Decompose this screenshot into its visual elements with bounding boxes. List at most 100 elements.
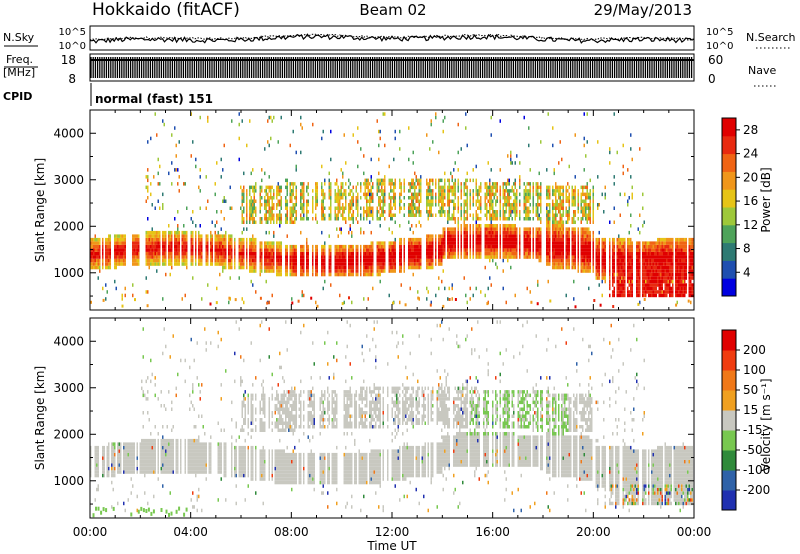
- power-cell: [357, 258, 359, 263]
- power-cell: [466, 192, 468, 197]
- power-cell: [654, 248, 656, 252]
- power-cell: [624, 293, 626, 298]
- power-cell: [379, 265, 381, 270]
- power-cell: [514, 227, 516, 231]
- power-cell: [490, 168, 492, 172]
- power-cell: [595, 276, 597, 280]
- power-cell: [528, 182, 530, 186]
- power-cell: [463, 210, 465, 214]
- power-cell: [295, 258, 297, 263]
- power-cell: [306, 217, 308, 221]
- power-cell: [342, 213, 344, 217]
- power-cell: [231, 244, 233, 249]
- power-cell: [523, 203, 525, 207]
- power-cell: [322, 199, 324, 203]
- power-cell: [451, 255, 453, 259]
- power-cell: [195, 244, 197, 249]
- power-cell: [523, 199, 525, 203]
- power-cell: [585, 251, 587, 256]
- power-cell: [505, 234, 507, 238]
- power-cell: [253, 199, 255, 203]
- power-cell: [364, 262, 366, 266]
- power-cell: [637, 255, 639, 259]
- power-cell: [457, 227, 459, 231]
- power-cell: [574, 241, 576, 245]
- power-cell: [186, 230, 188, 235]
- power-cell: [442, 234, 444, 238]
- power-cell: [268, 217, 270, 221]
- power-cell: [495, 189, 497, 193]
- power-cell: [403, 206, 405, 210]
- power-cell: [252, 269, 254, 273]
- power-cell: [222, 168, 224, 172]
- power-cell: [660, 255, 662, 259]
- power-cell: [286, 265, 288, 270]
- power-cell: [399, 262, 401, 266]
- power-cell: [472, 189, 474, 193]
- power-cell: [201, 248, 203, 252]
- power-cell: [294, 258, 296, 263]
- power-cell: [154, 251, 156, 256]
- power-cell: [210, 234, 212, 238]
- power-cell: [661, 290, 663, 294]
- power-cell: [97, 265, 99, 270]
- power-cell: [345, 220, 347, 224]
- power-cell: [295, 255, 297, 259]
- power-cell: [388, 206, 390, 210]
- power-cell: [444, 227, 446, 231]
- power-cell: [618, 241, 620, 245]
- power-cell: [145, 185, 147, 190]
- power-cell: [604, 255, 606, 259]
- power-cell: [658, 290, 660, 294]
- power-cell: [178, 258, 180, 263]
- power-cell: [586, 258, 588, 263]
- power-cell: [580, 241, 582, 245]
- power-cell: [426, 262, 428, 266]
- power-cell: [427, 199, 429, 203]
- power-cell: [192, 237, 194, 242]
- power-cell: [450, 171, 452, 176]
- power-cell: [414, 241, 416, 245]
- power-cell: [162, 255, 164, 259]
- power-cell: [157, 171, 159, 176]
- power-cell: [328, 269, 330, 273]
- power-cell: [583, 199, 585, 203]
- power-cell: [519, 203, 521, 207]
- power-cell: [198, 248, 200, 252]
- power-cell: [343, 192, 345, 197]
- power-cell: [261, 178, 263, 183]
- power-cell: [412, 210, 414, 214]
- power-cell: [489, 210, 491, 214]
- power-cell: [337, 210, 339, 214]
- power-cell: [537, 199, 539, 203]
- power-cell: [466, 217, 468, 221]
- power-cell: [138, 262, 140, 266]
- power-cell: [516, 196, 518, 200]
- power-cell: [598, 244, 600, 249]
- power-cell: [367, 251, 369, 256]
- power-cell: [259, 269, 261, 273]
- power-cell: [538, 185, 540, 190]
- power-cell: [343, 210, 345, 214]
- power-cell: [315, 182, 317, 186]
- power-cell: [316, 272, 318, 277]
- power-cell: [330, 157, 332, 162]
- power-cell: [663, 279, 665, 284]
- power-cell: [171, 251, 173, 256]
- power-cell: [328, 178, 330, 183]
- power-cell: [307, 258, 309, 263]
- power-cell: [586, 230, 588, 235]
- power-cell: [510, 237, 512, 242]
- power-cell: [499, 185, 501, 190]
- power-cell: [241, 196, 243, 200]
- power-cell: [451, 286, 453, 291]
- power-cell: [265, 230, 267, 235]
- power-cell: [486, 248, 488, 252]
- power-cell: [519, 175, 521, 179]
- power-cell: [553, 192, 555, 197]
- power-cell: [480, 244, 482, 249]
- power-cell: [91, 248, 93, 252]
- power-cell: [96, 241, 98, 245]
- power-cell: [450, 244, 452, 249]
- power-cell: [589, 196, 591, 200]
